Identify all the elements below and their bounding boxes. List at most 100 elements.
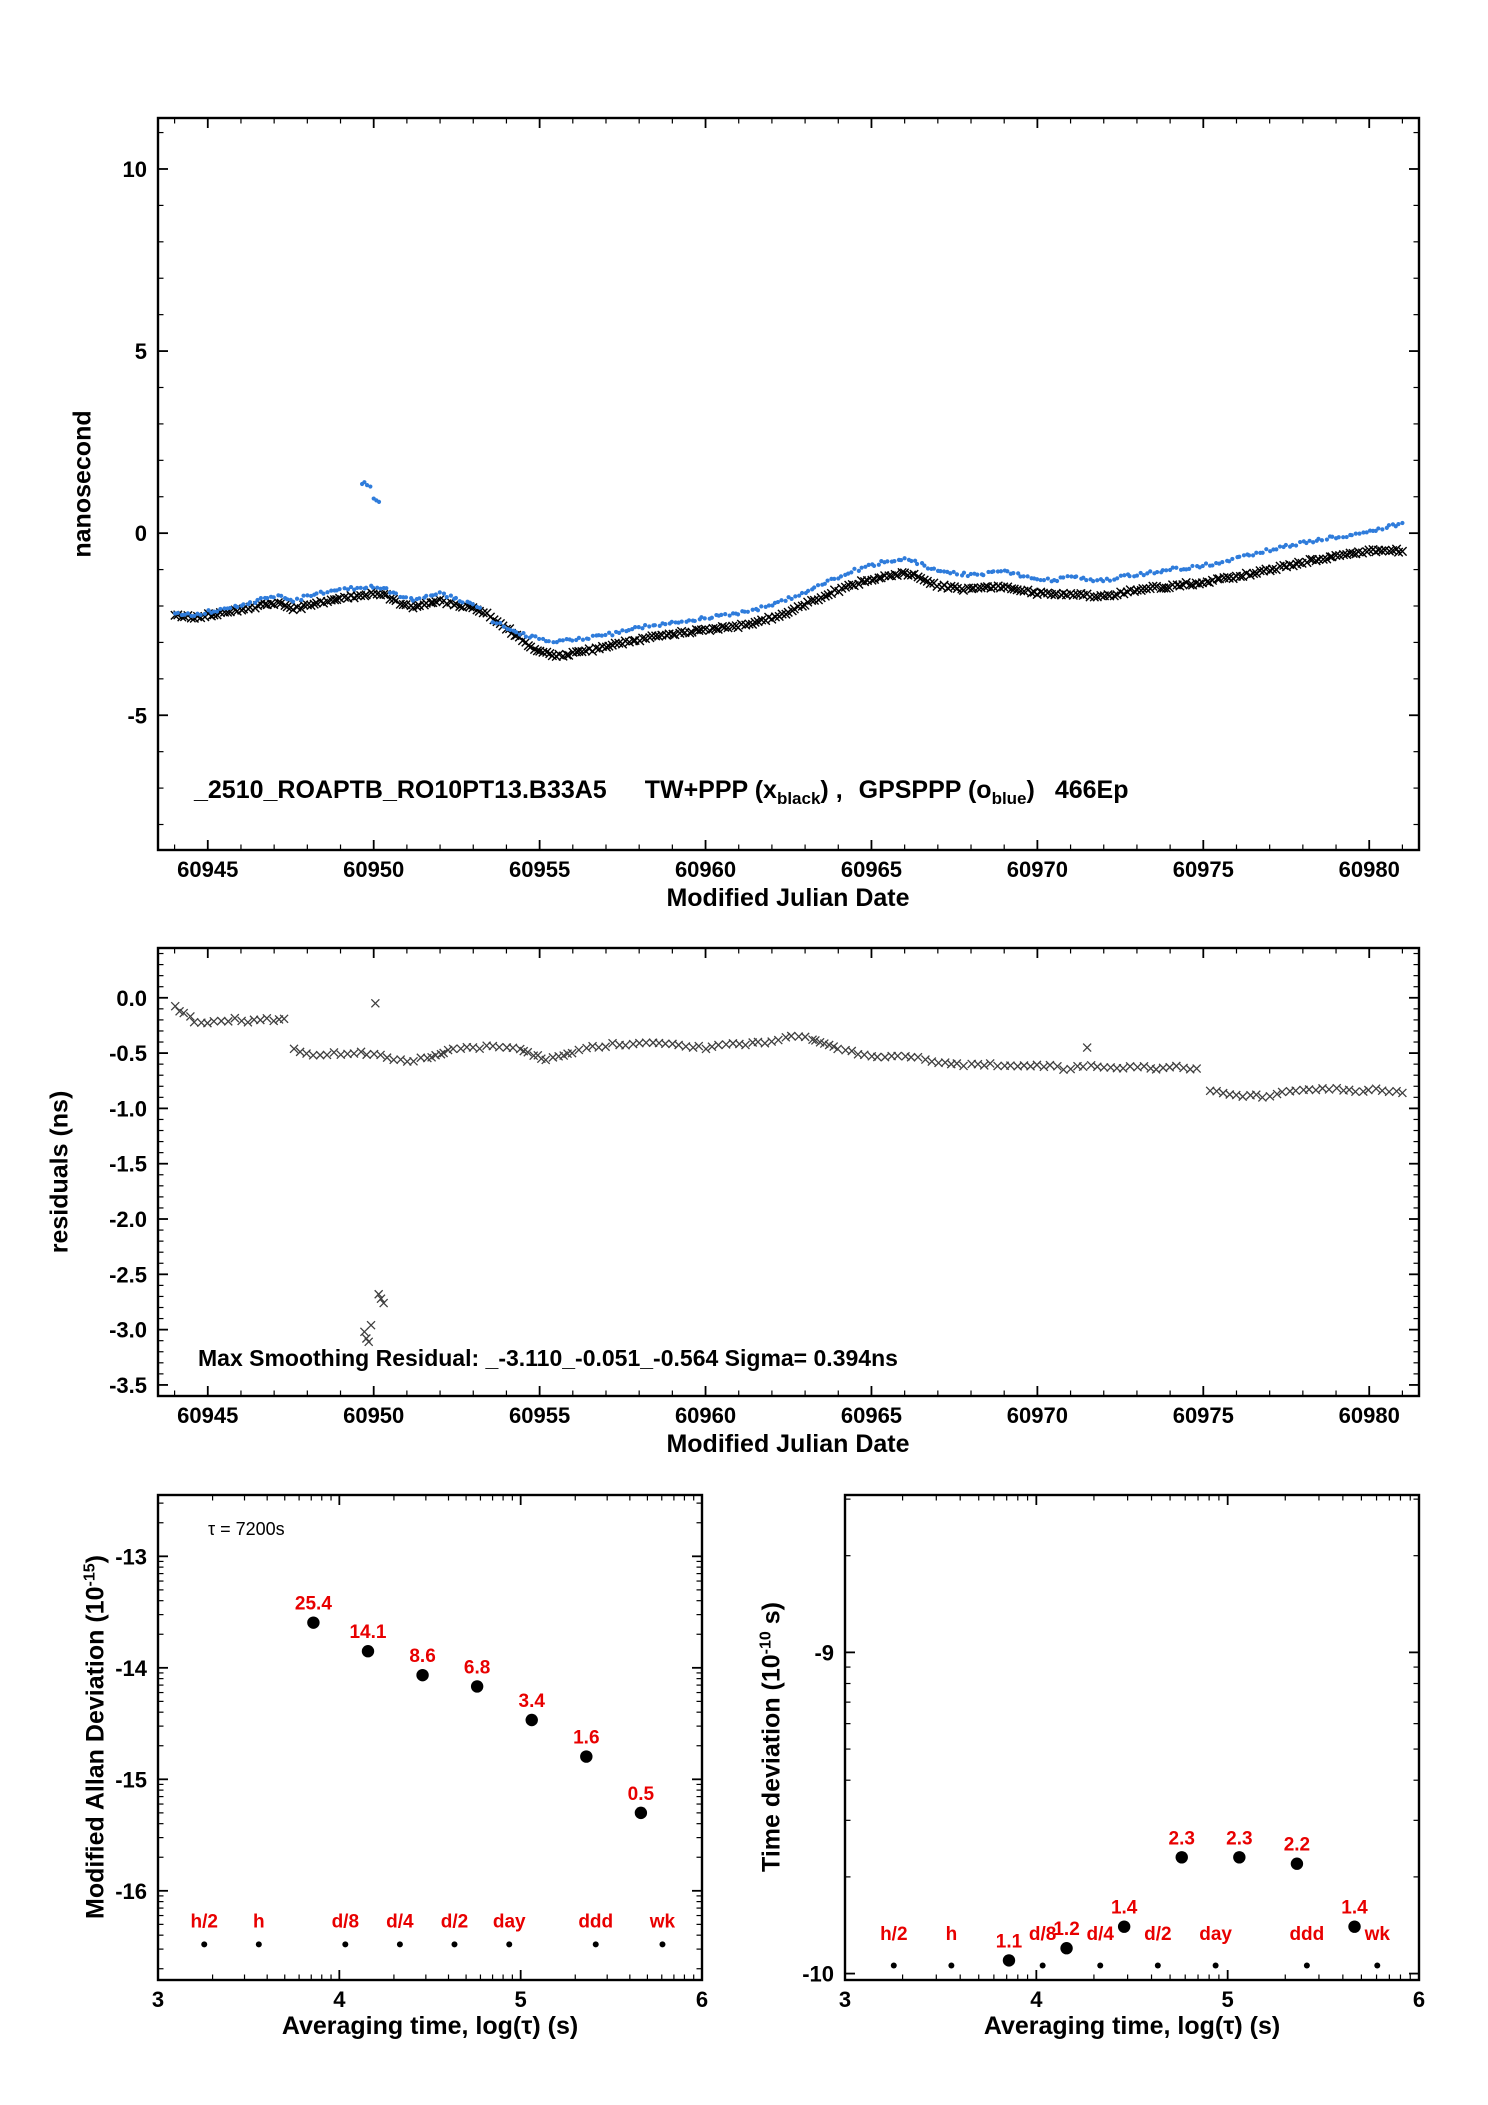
svg-text:h/2: h/2 [191,1912,218,1933]
avg-time-axis-label-left: Averaging time, log(τ) (s) [281,2012,579,2040]
mdev-ylabel-pre: Modified Allan Deviation (10 [81,1586,110,1919]
svg-text:5: 5 [515,1987,527,2012]
svg-text:-9: -9 [814,1640,834,1665]
svg-text:1.1: 1.1 [996,1931,1023,1952]
svg-text:1.2: 1.2 [1053,1919,1079,1940]
svg-text:60965: 60965 [841,1403,902,1428]
svg-text:d/2: d/2 [1144,1924,1171,1945]
svg-text:d/2: d/2 [441,1912,468,1933]
svg-text:-16: -16 [115,1879,147,1904]
svg-text:-2.5: -2.5 [109,1262,147,1287]
svg-text:6: 6 [1413,1987,1425,2012]
svg-text:5: 5 [1222,1987,1234,2012]
svg-text:8.6: 8.6 [409,1646,435,1667]
residuals-data [170,998,1407,1347]
svg-text:60980: 60980 [1339,857,1400,882]
svg-text:h: h [253,1912,265,1933]
svg-text:60975: 60975 [1173,1403,1234,1428]
svg-text:2.3: 2.3 [1226,1828,1252,1849]
legend-gpsppp-label: GPSPPP (o [858,776,992,804]
svg-text:4: 4 [1030,1987,1043,2012]
svg-text:60965: 60965 [841,857,902,882]
svg-text:1.4: 1.4 [1111,1898,1138,1919]
svg-text:60975: 60975 [1173,857,1234,882]
mdev-ylabel-exponent: -15 [81,1563,99,1587]
svg-text:wk: wk [1364,1924,1391,1945]
tdev-points: 1.1 1.2 1.4 2.3 2.3 2.2 1.4 [996,1828,1368,1967]
svg-text:-3.0: -3.0 [109,1318,147,1343]
svg-text:-2.0: -2.0 [109,1207,147,1232]
svg-text:d/4: d/4 [386,1912,414,1933]
svg-text:0.5: 0.5 [628,1784,655,1805]
svg-text:3.4: 3.4 [519,1691,546,1712]
svg-text:60950: 60950 [343,1403,404,1428]
tdev-ylabel-pre: Time deviation (10 [757,1654,786,1872]
svg-text:-14: -14 [115,1656,148,1681]
tdev-chart: 1.1 1.2 1.4 2.3 2.3 2.2 1.4 h/2 h d/8 d/4 d/2 day ddd… [802,1493,1425,2012]
mdev-chart: 25.4 14.1 8.6 6.8 3.4 1.6 0.5 h/2 h d/8 d/4 d/2 day d… [115,1493,708,2012]
svg-text:60955: 60955 [509,857,570,882]
svg-text:60980: 60980 [1339,1403,1400,1428]
svg-text:-1.0: -1.0 [109,1096,147,1121]
legend-gpsppp-sub: blue [991,789,1027,808]
svg-text:-13: -13 [115,1544,147,1569]
mdev-chart-ylabel: Modified Allan Deviation (10-15) [81,1555,110,1919]
mdev-points: 25.4 14.1 8.6 6.8 3.4 1.6 0.5 [295,1594,655,1820]
svg-text:6.8: 6.8 [464,1657,490,1678]
legend-twppp-label: TW+PPP (x [644,776,777,804]
svg-text:60960: 60960 [675,1403,736,1428]
time-comparison-chart: 60945 60950 60955 60960 60965 60970 60975 60980… [123,116,1421,882]
svg-text:60955: 60955 [509,1403,570,1428]
svg-text:ddd: ddd [1289,1924,1324,1945]
svg-text:25.4: 25.4 [295,1594,332,1615]
svg-text:0.0: 0.0 [116,986,147,1011]
svg-text:-0.5: -0.5 [109,1041,147,1066]
svg-text:4: 4 [333,1987,346,2012]
svg-text:h/2: h/2 [880,1924,907,1945]
gpsppp-outliers [359,480,382,504]
avg-time-axis-label-right: Averaging time, log(τ) (s) [983,2012,1281,2040]
tdev-chart-ylabel: Time deviation (10-10 s) [757,1602,786,1872]
svg-text:60945: 60945 [177,1403,238,1428]
svg-text:-15: -15 [115,1767,147,1792]
svg-text:60960: 60960 [675,857,736,882]
tdev-tau-landmarks: h/2 h d/8 d/4 d/2 day ddd wk [880,1924,1390,1969]
svg-text:5: 5 [135,339,147,364]
residuals-chart-ylabel: residuals (ns) [45,1090,74,1254]
tau-annotation: τ = 7200s [208,1519,285,1539]
svg-text:60950: 60950 [343,857,404,882]
mjd-axis-label-middle: Modified Julian Date [666,1430,910,1458]
time-comparison-data [170,480,1408,662]
legend-twppp-sub: black [776,789,821,808]
svg-text:6: 6 [696,1987,708,2012]
max-smoothing-residual-note: Max Smoothing Residual: _-3.110_-0.051_-… [198,1345,898,1371]
svg-text:2.2: 2.2 [1284,1835,1310,1856]
svg-text:ddd: ddd [578,1912,613,1933]
mdev-ylabel-post: ) [81,1555,110,1564]
residuals-chart: 60945 60950 60955 60960 60965 60970 60975 60980… [109,946,1421,1428]
gpsppp-blue-o [172,520,1405,645]
mdev-tau-landmarks: h/2 h d/8 d/4 d/2 day ddd wk [191,1912,676,1948]
top-chart-legend: _2510_ROAPTB_RO10PT13.B33A5 TW+PPP (xblac… [194,776,1129,809]
legend-session-id: _2510_ROAPTB_RO10PT13.B33A5 [194,776,607,804]
svg-text:1.4: 1.4 [1341,1898,1368,1919]
svg-text:-3.5: -3.5 [109,1373,147,1398]
svg-text:day: day [493,1912,526,1933]
top-chart-ylabel: nanosecond [68,410,97,558]
legend-epochs: 466Ep [1054,776,1129,804]
svg-text:-1.5: -1.5 [109,1152,147,1177]
svg-text:-10: -10 [802,1962,834,1987]
tdev-ylabel-post: s) [757,1602,786,1632]
svg-text:60970: 60970 [1007,1403,1068,1428]
residuals-x [170,1001,1407,1102]
tdev-ylabel-exponent: -10 [757,1631,775,1655]
svg-text:-5: -5 [127,703,147,728]
svg-text:day: day [1199,1924,1232,1945]
svg-text:3: 3 [152,1987,164,2012]
legend-gpsppp-close: ) [1026,776,1035,804]
svg-text:0: 0 [135,521,147,546]
svg-text:d/4: d/4 [1087,1924,1115,1945]
svg-text:60945: 60945 [177,857,238,882]
